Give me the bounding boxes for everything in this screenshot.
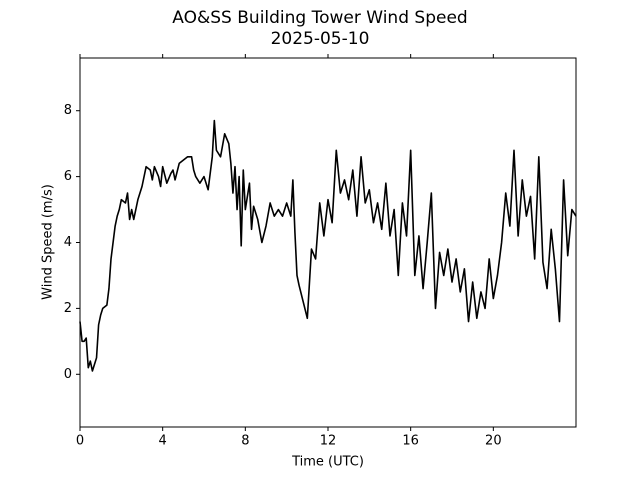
plot-frame <box>79 57 577 428</box>
x-tick-label: 12 <box>320 434 337 449</box>
chart-subtitle: 2025-05-10 <box>271 29 370 49</box>
x-axis-label: Time (UTC) <box>291 455 364 470</box>
x-tick-label: 16 <box>402 434 419 449</box>
x-tick-label: 4 <box>159 434 167 449</box>
x-tick-label: 8 <box>241 434 249 449</box>
y-tick-label: 4 <box>64 235 72 250</box>
y-tick-label: 0 <box>64 367 72 382</box>
data-line <box>79 119 577 372</box>
x-tick-label: 0 <box>76 434 84 449</box>
y-tick-label: 2 <box>64 301 72 316</box>
y-tick-label: 6 <box>64 169 72 184</box>
y-tick-label: 8 <box>64 103 72 118</box>
chart-title: AO&SS Building Tower Wind Speed <box>172 8 467 28</box>
y-axis-label: Wind Speed (m/s) <box>41 184 56 300</box>
x-tick-label: 20 <box>485 434 502 449</box>
